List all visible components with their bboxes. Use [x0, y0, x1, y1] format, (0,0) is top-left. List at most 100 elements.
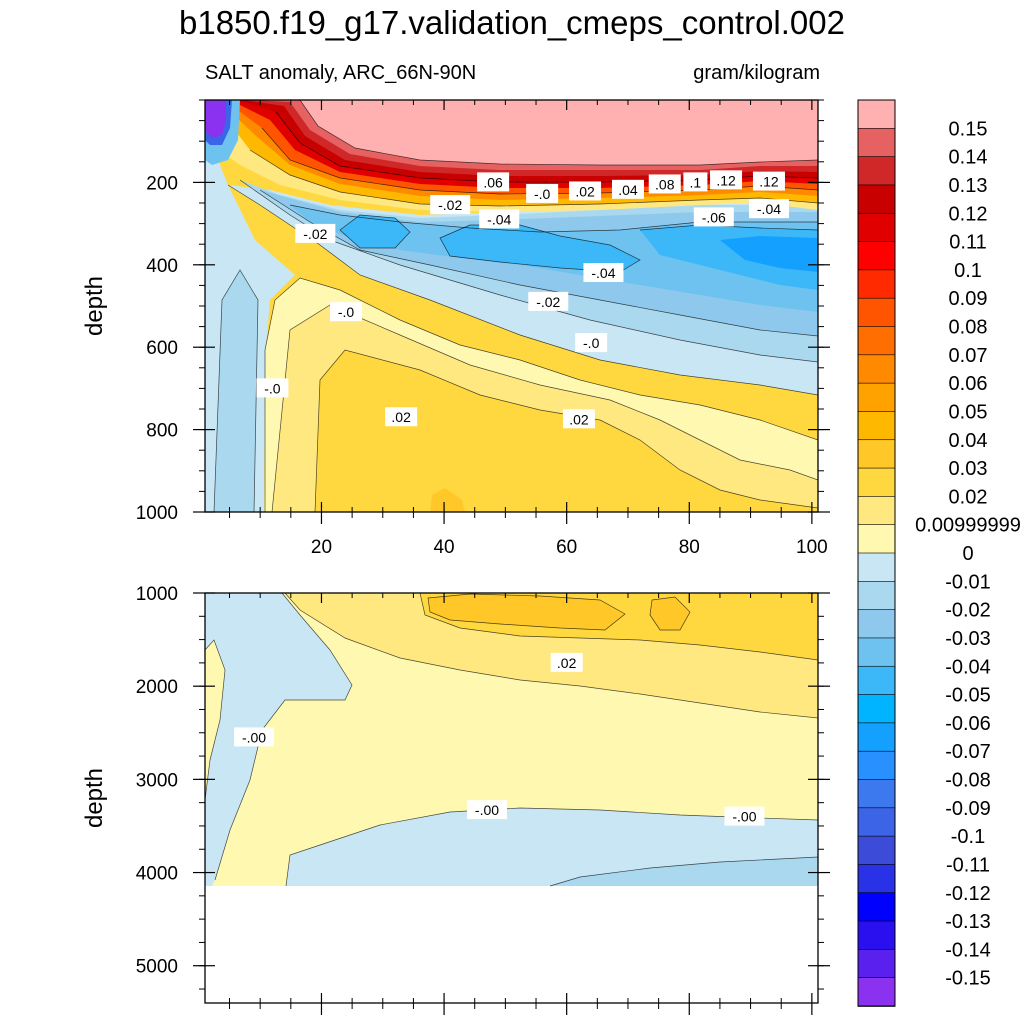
- lower-y-tick-label: 5000: [136, 957, 178, 978]
- contour-label-text: .06: [483, 174, 503, 190]
- colorbar-swatch: [857, 496, 896, 526]
- colorbar-label: -0.11: [946, 854, 990, 876]
- contour-label-text: .1: [690, 174, 702, 190]
- contour-label-text: .08: [655, 176, 675, 192]
- colorbar-label: -0.09: [945, 798, 991, 820]
- contour-label: .06: [477, 172, 510, 192]
- upper-negative-core-b: [440, 225, 640, 272]
- colorbar-swatch: [857, 297, 896, 328]
- colorbar-label: 0.09: [949, 288, 988, 310]
- x-tick-label: 20: [311, 537, 332, 558]
- upper-positive-core: [315, 350, 818, 512]
- chart-axes: 20 40 60 80 100 200 400 600 800 1000 depth 1000 2000…: [81, 99, 830, 1015]
- contour-label: -.0: [329, 302, 362, 322]
- lower-y-tick-label: 1000: [136, 584, 178, 605]
- contour-label: .04: [611, 179, 644, 199]
- contour-label-background: [385, 407, 418, 427]
- colorbar-swatch: [857, 779, 896, 809]
- lower-deep-negative-2: [550, 857, 818, 886]
- lower-panel-frame: [204, 592, 819, 1004]
- colorbar-swatch: [857, 269, 896, 299]
- contour-label-background: [234, 727, 275, 747]
- colorbar-swatch: [857, 184, 896, 215]
- chart-subtitle-variable: SALT anomaly, ARC_66N-90N: [205, 62, 477, 84]
- colorbar-label: -0.05: [945, 685, 991, 707]
- contour-label-background: [710, 170, 743, 190]
- contour-label: -.04: [748, 199, 789, 219]
- contour-label: .02: [569, 181, 602, 201]
- lower-no-data-region: [205, 886, 818, 1003]
- contour-label-background: [693, 207, 734, 227]
- contour-label-background: [329, 302, 362, 322]
- colorbar-label: 0.13: [949, 175, 988, 197]
- contour-label: .12: [710, 170, 743, 190]
- lower-y-tick-label: 3000: [136, 770, 178, 791]
- contour-label-background: [430, 195, 471, 215]
- colorbar-label: -0.06: [945, 713, 991, 735]
- contour-label-background: [724, 806, 765, 826]
- upper-negative-core-d: [720, 236, 818, 272]
- colorbar-swatch: [857, 99, 896, 130]
- colorbar-label: -0.03: [945, 628, 991, 650]
- contour-label-background: [583, 263, 624, 283]
- colorbar-label: 0.15: [949, 118, 988, 140]
- contour-label-text: -.04: [591, 265, 615, 281]
- colorbar-swatch: [857, 439, 896, 469]
- contour-label-text: -.04: [757, 201, 781, 217]
- contour-label-text: -.00: [475, 802, 499, 818]
- contour-label: -.00: [466, 800, 507, 820]
- upper-positive-max: [430, 488, 465, 512]
- colorbar-label: 0.04: [949, 430, 988, 452]
- colorbar-label: -0.04: [945, 656, 991, 678]
- contour-label-background: [466, 800, 507, 820]
- upper-y-tick-label: 600: [146, 338, 178, 359]
- colorbar-label: 0.03: [949, 458, 988, 480]
- colorbar-swatch: [857, 920, 896, 951]
- contour-label-text: .02: [391, 409, 411, 425]
- upper-panel-contour-fill: [205, 100, 818, 512]
- upper-corner-min: [205, 100, 226, 138]
- colorbar-swatch: [857, 864, 896, 894]
- colorbar-label: 0.08: [949, 317, 988, 339]
- lower-y-tick-label: 4000: [136, 864, 178, 885]
- colorbar-swatch: [857, 552, 896, 583]
- colorbar-swatch: [857, 892, 896, 922]
- contour-label: -.02: [430, 195, 471, 215]
- colorbar-label: -0.08: [945, 770, 991, 792]
- colorbar-label: -0.1: [951, 826, 985, 848]
- lower-positive-max-b: [650, 597, 690, 630]
- colorbar-swatch: [857, 694, 896, 724]
- lower-y-axis-title: depth: [81, 768, 108, 828]
- contour-label: .1: [683, 172, 708, 192]
- colorbar-swatch: [857, 750, 896, 781]
- colorbar: 0.15 0.14 0.13 0.12 0.11 0.1 0.09 0.08 0.07 0.06 0…: [857, 99, 1021, 1007]
- contour-label: .12: [752, 171, 785, 191]
- contour-label-text: -.00: [242, 729, 266, 745]
- contour-label-background: [526, 183, 559, 203]
- contour-label-text: .02: [557, 655, 577, 671]
- colorbar-label: -0.07: [945, 741, 991, 763]
- colorbar-swatch: [857, 411, 896, 441]
- x-tick-label: 80: [679, 537, 700, 558]
- colorbar-swatch: [857, 581, 896, 611]
- contour-label-text: -.06: [702, 209, 726, 225]
- upper-y-tick-label: 800: [146, 421, 178, 442]
- contour-label-background: [569, 181, 602, 201]
- colorbar-swatch: [857, 665, 896, 696]
- colorbar-swatch: [857, 241, 896, 271]
- contour-label: .02: [385, 407, 418, 427]
- colorbar-swatch: [857, 977, 896, 1007]
- x-tick-label: 100: [796, 537, 828, 558]
- colorbar-swatch: [857, 609, 896, 639]
- colorbar-swatch: [857, 524, 896, 554]
- colorbar-label: 0.05: [949, 401, 988, 423]
- lower-positive-max-a: [428, 594, 625, 630]
- chart-subtitle-units: gram/kilogram: [693, 62, 820, 84]
- colorbar-swatch: [857, 722, 896, 752]
- contour-label-background: [683, 172, 708, 192]
- colorbar-label: -0.01: [945, 571, 991, 593]
- contour-label-text: -.04: [487, 211, 511, 227]
- contour-label-background: [477, 172, 510, 192]
- colorbar-label: -0.13: [945, 911, 991, 933]
